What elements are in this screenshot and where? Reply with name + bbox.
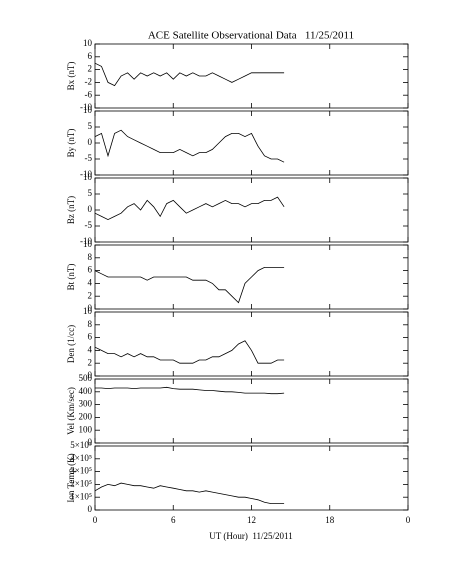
data-line	[95, 386, 285, 395]
data-line	[94, 482, 285, 504]
y-tick-label: 10	[83, 172, 93, 182]
y-tick-label: -6	[85, 89, 93, 99]
x-tick-label: 0	[406, 515, 411, 525]
panel-frame	[94, 378, 409, 444]
y-tick-label: 0	[88, 204, 93, 214]
y-axis-label: Ion Temp (K)	[66, 453, 76, 502]
x-tick-label: 18	[325, 515, 335, 525]
y-tick-label: 2	[88, 290, 93, 300]
panel-frame	[94, 177, 409, 243]
y-tick-label: 6	[88, 51, 93, 61]
y-tick-label: 5	[88, 188, 93, 198]
panel-frame	[94, 110, 409, 176]
y-tick-label: 500	[79, 373, 93, 383]
y-tick-label: 2×10⁵	[70, 478, 92, 488]
y-tick-label: 0	[88, 437, 93, 447]
y-axis-label: Vel (Km/sec)	[66, 387, 76, 435]
y-tick-label: 2	[88, 64, 93, 74]
y-tick-label: 8	[88, 252, 93, 262]
y-tick-label: 400	[79, 386, 93, 396]
y-tick-label: 5	[88, 121, 93, 131]
y-tick-label: -10	[80, 236, 92, 246]
y-tick-label: 1×10⁵	[70, 491, 92, 501]
y-axis-label: By (nT)	[66, 129, 76, 158]
y-tick-label: 2	[88, 357, 93, 367]
y-tick-label: -10	[80, 102, 92, 112]
y-axis-label: Bx (nT)	[66, 62, 76, 91]
y-tick-label: 10	[83, 38, 93, 48]
y-tick-label: 10	[83, 306, 93, 316]
x-axis-label: UT (Hour) 11/25/2011	[209, 531, 292, 541]
y-axis-label: Bt (nT)	[66, 264, 76, 291]
y-tick-label: 6	[88, 265, 93, 275]
y-tick-label: -5	[85, 220, 93, 230]
x-tick-label: 6	[171, 515, 176, 525]
y-tick-label: 200	[79, 411, 93, 421]
y-tick-label: 0	[88, 137, 93, 147]
data-line	[94, 196, 285, 221]
y-tick-label: 0	[88, 504, 93, 514]
y-tick-label: 4×10⁵	[70, 453, 92, 463]
y-axis-label: Bz (nT)	[66, 196, 76, 224]
panel-frame	[94, 311, 409, 377]
panel-frame	[94, 43, 409, 109]
data-line	[94, 129, 285, 163]
data-line	[94, 267, 285, 304]
y-tick-label: 0	[88, 370, 93, 380]
x-tick-label: 0	[93, 515, 98, 525]
y-tick-label: 6	[88, 332, 93, 342]
y-tick-label: 3×10⁵	[70, 466, 92, 476]
y-tick-label: 5×10⁵	[70, 440, 92, 450]
x-tick-label: 12	[247, 515, 256, 525]
y-tick-label: 0	[88, 303, 93, 313]
y-tick-label: 100	[79, 424, 93, 434]
y-tick-label: 8	[88, 319, 93, 329]
data-line	[94, 62, 285, 87]
y-tick-label: 4	[88, 277, 93, 287]
y-tick-label: -10	[80, 169, 92, 179]
y-tick-label: 4	[88, 344, 93, 354]
y-tick-label: 300	[79, 399, 93, 409]
y-tick-label: 10	[83, 105, 93, 115]
y-tick-label: 10	[83, 239, 93, 249]
y-tick-label: -2	[85, 76, 93, 86]
y-tick-label: -5	[85, 153, 93, 163]
y-axis-label: Den (1/cc)	[66, 325, 76, 363]
panel-frame	[94, 445, 409, 511]
chart-title: ACE Satellite Observational Data 11/25/2…	[148, 30, 354, 42]
data-line	[94, 340, 285, 364]
